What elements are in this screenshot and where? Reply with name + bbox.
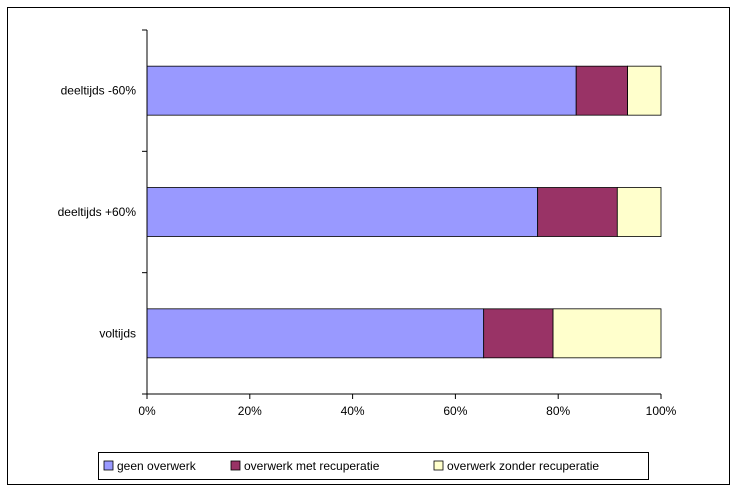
axes: deeltijds -60% deeltijds +60% voltijds 0% 20… (58, 29, 677, 418)
x-tick-label: 100% (646, 404, 677, 418)
legend-swatch (230, 460, 241, 471)
legend: geen overwerk overwerk met recuperatie ove… (98, 452, 649, 480)
x-tick-label: 80% (546, 404, 570, 418)
y-tick-label: deeltijds -60% (61, 84, 137, 98)
bar-segment (146, 65, 577, 116)
bar-segment (616, 187, 662, 237)
legend-label: geen overwerk (117, 459, 197, 473)
plot-area (146, 65, 662, 359)
legend-label: overwerk zonder recuperatie (447, 459, 599, 473)
bar-segment (146, 308, 485, 359)
legend-label: overwerk met recuperatie (244, 459, 380, 473)
y-tick-label: voltijds (99, 326, 136, 340)
x-tick-label: 20% (238, 404, 262, 418)
bar-segment (483, 308, 554, 359)
legend-box (98, 452, 649, 480)
bar-segment (575, 65, 628, 116)
bar-segment (627, 65, 662, 116)
x-tick-label: 40% (341, 404, 365, 418)
x-tick-label: 0% (138, 404, 156, 418)
x-tick-label: 60% (443, 404, 467, 418)
bar-segment (552, 308, 662, 359)
legend-swatch (103, 460, 114, 471)
y-tick-label: deeltijds +60% (58, 205, 137, 219)
bar-segment (146, 187, 539, 237)
legend-swatch (433, 460, 444, 471)
bar-segment (537, 187, 618, 237)
